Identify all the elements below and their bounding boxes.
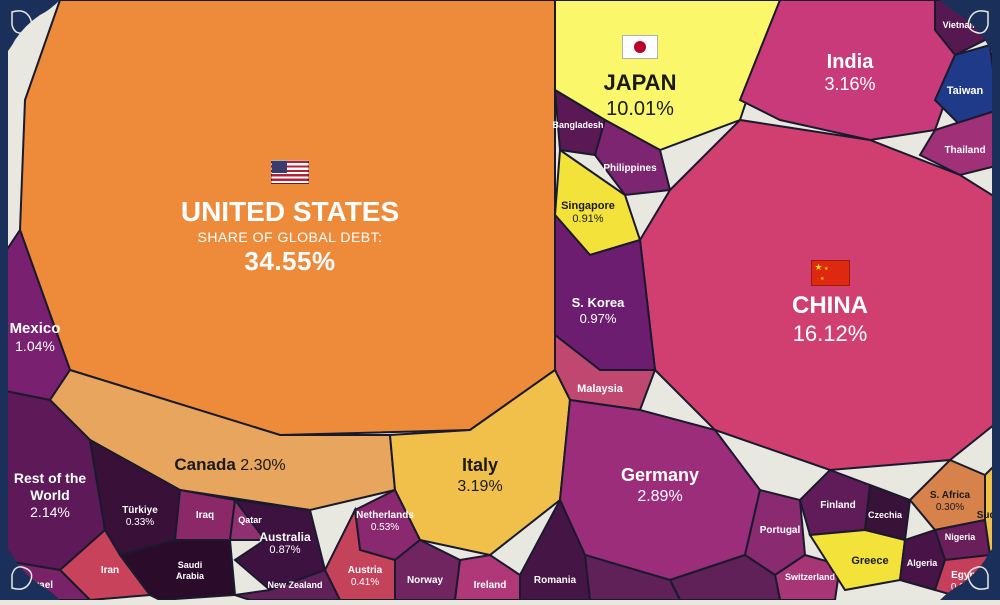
cell-us [20, 0, 555, 435]
chart-svg [0, 0, 1000, 600]
ornament-top-left [0, 0, 60, 60]
cell-ireland [455, 555, 520, 600]
voronoi-treemap-chart: UNITED STATESSHARE OF GLOBAL DEBT: 34.55… [0, 0, 1000, 600]
cell-china [640, 120, 1000, 470]
ornament-top-right [940, 0, 1000, 60]
cell-india [740, 0, 960, 140]
cell-finland [800, 470, 870, 535]
ornament-bottom-right [940, 540, 1000, 600]
frame-right [992, 0, 1000, 600]
cell-safrica [910, 460, 985, 530]
cell-iraq [175, 490, 235, 540]
ornament-bottom-left [0, 540, 60, 600]
frame-left [0, 0, 8, 600]
